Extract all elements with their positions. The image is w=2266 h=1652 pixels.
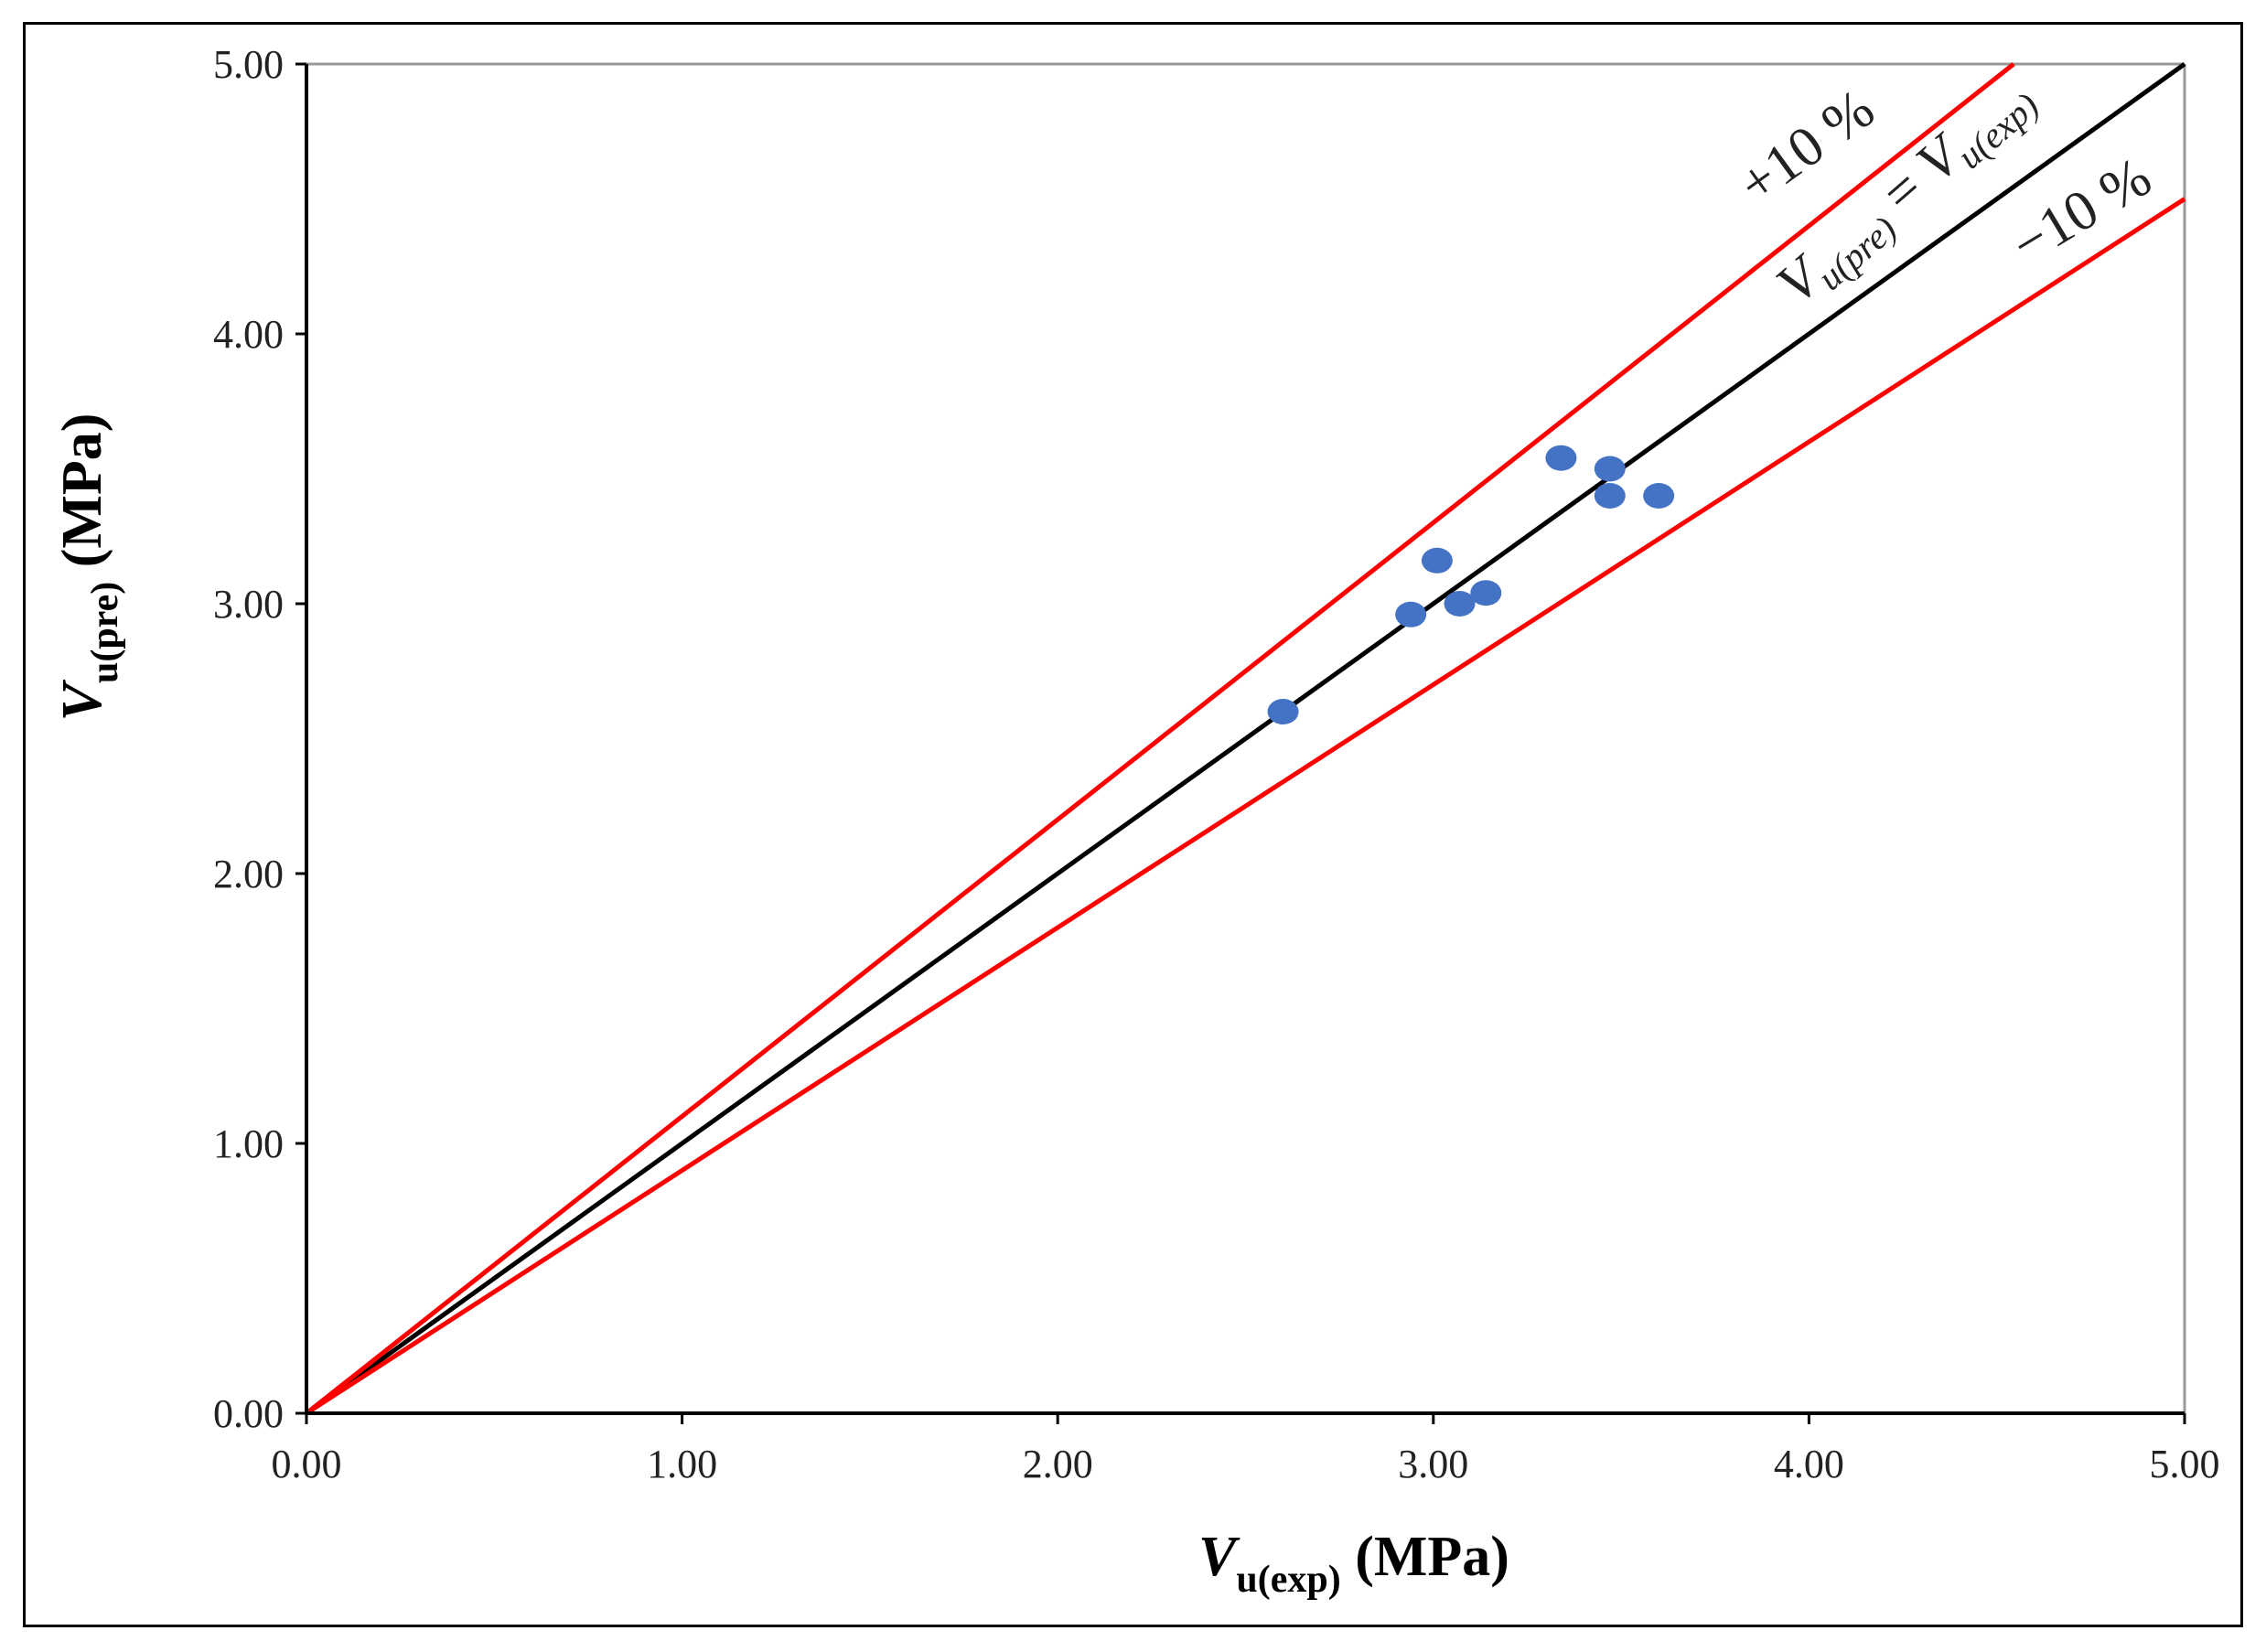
plus10-label: +10 % <box>1727 78 1885 216</box>
minus10-label: −10 % <box>2001 145 2162 276</box>
y-tick-label: 1.00 <box>213 1121 284 1166</box>
y-tick-label: 3.00 <box>213 582 284 627</box>
x-tick-label: 1.00 <box>647 1442 717 1486</box>
equality-label-sub2: u(exp) <box>1949 84 2047 177</box>
data-point <box>1545 445 1577 471</box>
y-axis-title: Vu(pre) (MPa) <box>51 413 126 722</box>
data-point <box>1267 699 1299 724</box>
y-axis-title-unit: (MPa) <box>51 413 113 568</box>
data-point <box>1594 483 1626 509</box>
plot-area <box>306 62 2186 1413</box>
data-point <box>1643 483 1675 509</box>
x-axis-title-unit: (MPa) <box>1355 1526 1509 1588</box>
x-tick-label: 4.00 <box>1774 1442 1844 1486</box>
x-tick-label: 3.00 <box>1398 1442 1468 1486</box>
series-line-equality <box>305 61 2186 1416</box>
data-point <box>1594 456 1626 482</box>
data-point <box>1470 580 1502 606</box>
x-axis-title: Vu(exp) (MPa) <box>1198 1526 1509 1601</box>
x-tick-label: 0.00 <box>272 1442 342 1486</box>
x-tick-label: 2.00 <box>1023 1442 1093 1486</box>
y-tick-label: 4.00 <box>213 312 284 357</box>
data-point <box>1444 591 1476 617</box>
data-point <box>1395 601 1427 628</box>
axis-ticks: 0.00 1.00 2.00 3.00 4.00 5.00 0.00 1.00 2.00 3.00… <box>213 42 2220 1486</box>
y-tick-label: 0.00 <box>213 1391 284 1436</box>
x-axis-title-subscript: u(exp) <box>1236 1559 1340 1601</box>
y-tick-label: 2.00 <box>213 852 284 896</box>
data-points <box>1267 445 1675 724</box>
series-line-plus10 <box>305 62 2015 1415</box>
series-line-minus10 <box>305 197 2186 1416</box>
x-tick-label: 5.00 <box>2150 1442 2220 1486</box>
data-point <box>1421 547 1453 574</box>
x-axis-title-symbol: V <box>1198 1526 1240 1588</box>
axes <box>305 64 2185 1415</box>
y-axis-title-subscript: u(pre) <box>84 582 126 683</box>
reference-lines <box>305 61 2186 1416</box>
y-tick-label: 5.00 <box>213 42 284 87</box>
y-axis-title-symbol: V <box>51 679 113 721</box>
